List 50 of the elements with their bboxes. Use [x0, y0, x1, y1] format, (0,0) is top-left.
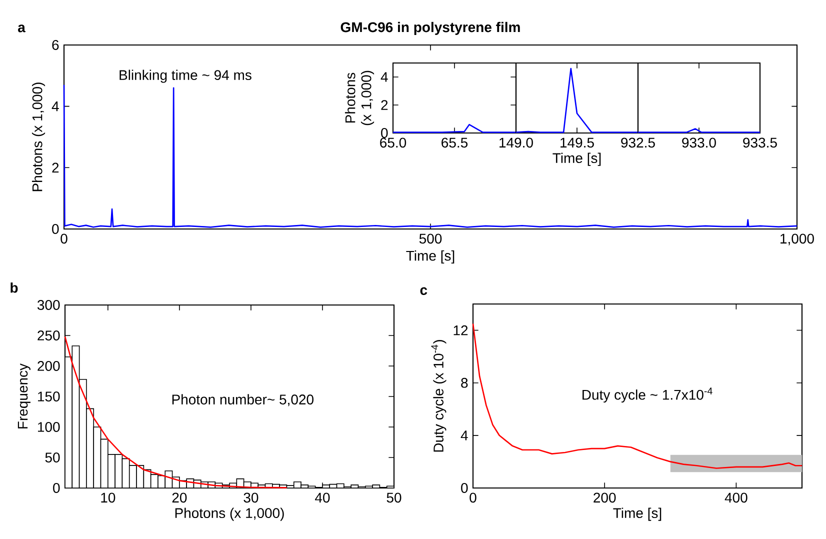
y-tick-label: 12: [454, 325, 468, 336]
x-axis-title: Time [s]: [613, 508, 662, 521]
y-tick-label: 2: [52, 162, 59, 173]
y-tick-label: 250: [38, 330, 60, 340]
annotation: Duty cycle ~ 1.7x10$^{-4}$: [582, 388, 712, 403]
x-tick-label: 0: [470, 492, 476, 503]
y-tick-label: 4: [52, 102, 59, 112]
y-tick-label: 200: [38, 361, 60, 371]
x-tick-label: 933.0: [682, 138, 716, 148]
x-axis-title: Time [s]: [406, 250, 454, 264]
x-tick-label: 1,000: [780, 234, 814, 246]
text: b: [10, 282, 18, 293]
text: a: [18, 24, 26, 32]
x-tick-label: 65.0: [380, 138, 406, 148]
x-tick-label: 30: [244, 492, 258, 503]
x-axis-title: Photons (x 1,000): [175, 508, 284, 521]
x-tick-label: 149.0: [500, 138, 533, 148]
x-tick-label: 932.5: [621, 138, 655, 148]
y-tick-label: 6: [52, 40, 59, 50]
x-tick-label: 40: [315, 492, 330, 503]
y-axis-title: Duty cycle (x 10$^{-4}$): [431, 340, 446, 452]
chart-title: GM-C96 in polystyrene film: [340, 22, 520, 35]
annotation: Photon number~ 5,020: [172, 394, 314, 406]
x-tick-label: 65.5: [442, 138, 468, 148]
x-tick-label: 10: [101, 492, 116, 503]
x-tick-label: 200: [594, 492, 616, 503]
y-tick-label: 100: [38, 422, 60, 432]
x-tick-label: 0: [60, 234, 68, 244]
y-tick-label: 4: [460, 430, 468, 440]
y-tick-label: 0: [53, 483, 60, 493]
y-tick-label: 150: [38, 392, 60, 402]
x-tick-label: 20: [172, 492, 187, 503]
y-axis-title: Photons (x 1,000): [32, 82, 46, 192]
y-tick-label: 4: [380, 72, 388, 82]
y-axis-title: Frequency: [18, 363, 30, 428]
x-tick-label: 933.5: [743, 138, 777, 148]
y-tick-label: 300: [37, 300, 60, 310]
y-tick-label: 50: [45, 452, 60, 462]
y-axis-title: Photons (x 1,000): [344, 70, 374, 126]
x-tick-label: 149.5: [560, 138, 594, 148]
text: c: [420, 287, 428, 295]
annotation: Blinking time ~ 94 ms: [120, 70, 252, 83]
y-tick-label: 8: [461, 378, 468, 388]
y-tick-label: 0: [52, 224, 59, 234]
y-tick-label: 2: [381, 100, 388, 110]
x-axis-title: Time [s]: [552, 152, 601, 166]
y-tick-label: 0: [461, 483, 468, 493]
x-tick-label: 500: [419, 234, 442, 244]
y-tick-label: 0: [381, 128, 388, 138]
x-tick-label: 400: [724, 492, 748, 503]
